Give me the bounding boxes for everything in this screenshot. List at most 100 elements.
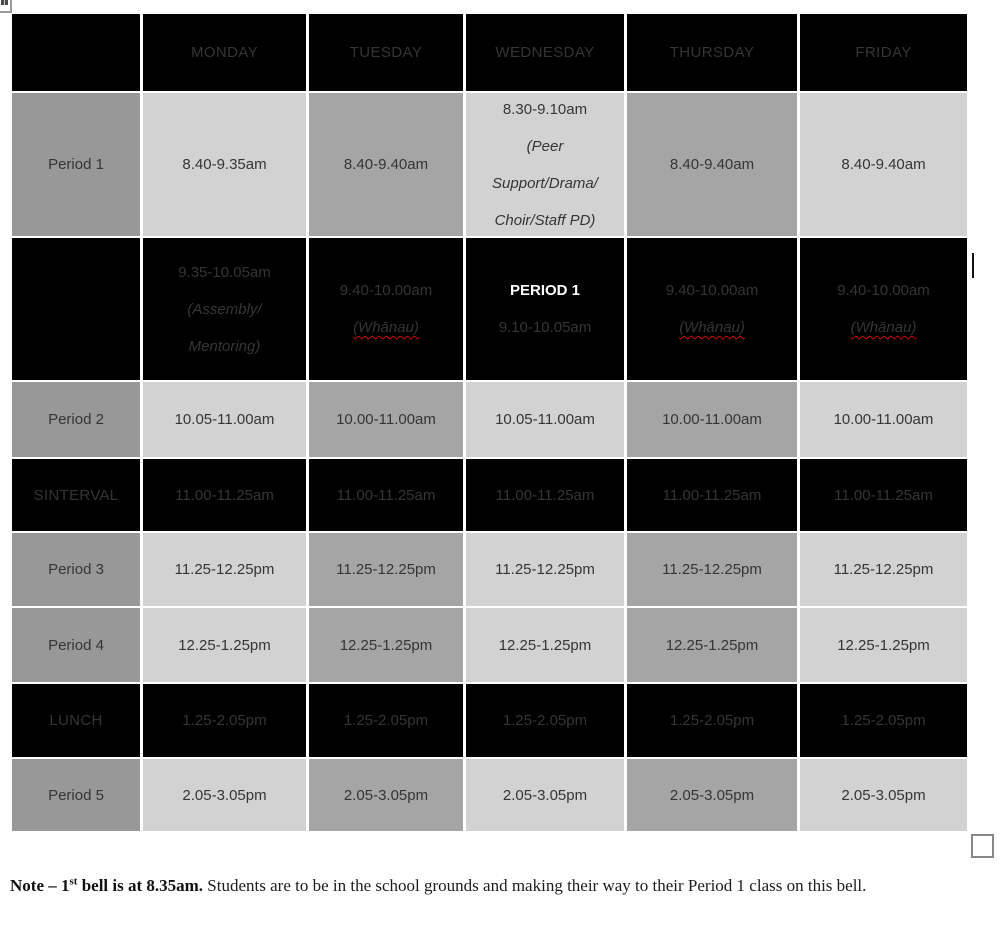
timetable-cell[interactable]: 2.05-3.05pm bbox=[143, 759, 306, 831]
timetable-cell[interactable]: 11.25-12.25pm bbox=[466, 533, 624, 606]
cell-line: 11.00-11.25am bbox=[175, 486, 274, 504]
cell-line: 12.25-1.25pm bbox=[339, 636, 433, 654]
timetable-cell[interactable]: 1.25-2.05pm bbox=[466, 684, 624, 757]
timetable-cell[interactable]: 9.40-10.00am (Whānau) bbox=[309, 238, 463, 380]
cell-line: 8.40-9.40am bbox=[841, 156, 926, 173]
timetable-cell[interactable]: 1.25-2.05pm bbox=[143, 684, 306, 757]
timetable-cell[interactable]: 10.05-11.00am bbox=[466, 382, 624, 457]
timetable-cell[interactable]: 11.00-11.25am bbox=[800, 459, 967, 531]
timetable-cell[interactable]: 11.25-12.25pm bbox=[309, 533, 463, 606]
timetable-cell[interactable]: 9.35-10.05am (Assembly/Mentoring) bbox=[143, 238, 306, 380]
cell-line: (Whānau) bbox=[629, 319, 795, 336]
timetable-cell[interactable]: 8.40-9.40am bbox=[800, 93, 967, 236]
timetable-cell[interactable]: 10.00-11.00am bbox=[800, 382, 967, 457]
timetable-cell[interactable]: 9.40-10.00am (Whānau) bbox=[627, 238, 797, 380]
move-handle-glyph bbox=[1, 0, 8, 5]
cell-line: Mentoring) bbox=[188, 337, 261, 355]
row-label[interactable]: Period 3 bbox=[12, 533, 140, 606]
timetable-cell[interactable]: 9.40-10.00am (Whānau) bbox=[800, 238, 967, 380]
cell-line: 9.40-10.00am bbox=[837, 282, 930, 299]
timetable-cell[interactable]: 2.05-3.05pm bbox=[627, 759, 797, 831]
cell-line: (Assembly/ bbox=[187, 300, 262, 318]
cell-line: 11.25-12.25pm bbox=[662, 561, 762, 578]
timetable-cell[interactable]: 8.40-9.40am bbox=[627, 93, 797, 236]
misspelled-word: (Whānau) bbox=[353, 319, 419, 336]
cell-line: 1.25-2.05pm bbox=[669, 712, 755, 729]
row-label[interactable]: Period 1 bbox=[12, 93, 140, 236]
table-move-handle-icon[interactable] bbox=[0, 0, 12, 13]
cell-line: 12.25-1.25pm bbox=[837, 636, 930, 654]
timetable-cell[interactable]: 11.00-11.25am bbox=[309, 459, 463, 531]
column-header-thursday[interactable]: THURSDAY bbox=[627, 14, 797, 91]
cell-line: Support/Drama/ bbox=[492, 174, 598, 192]
row-label[interactable] bbox=[12, 238, 140, 380]
timetable-cell[interactable]: 1.25-2.05pm bbox=[627, 684, 797, 757]
timetable-cell[interactable]: 1.25-2.05pm bbox=[800, 684, 967, 757]
cell-line: 9.40-10.00am bbox=[665, 282, 759, 299]
note-bold-suffix: bell is at 8.35am. bbox=[77, 876, 204, 895]
timetable-cell[interactable]: PERIOD 1 9.10-10.05am bbox=[466, 238, 624, 380]
timetable-cell[interactable]: 12.25-1.25pm bbox=[627, 608, 797, 682]
cell-line: 9.10-10.05am bbox=[498, 319, 592, 336]
timetable-cell[interactable]: 10.05-11.00am bbox=[143, 382, 306, 457]
row-label[interactable]: Period 5 bbox=[12, 759, 140, 831]
column-header-monday[interactable]: MONDAY bbox=[143, 14, 306, 91]
cell-line: 9.35-10.05am bbox=[178, 263, 271, 281]
timetable-cell[interactable]: 12.25-1.25pm bbox=[800, 608, 967, 682]
timetable-cell[interactable]: 11.25-12.25pm bbox=[143, 533, 306, 606]
timetable-cell[interactable]: 8.40-9.35am bbox=[143, 93, 306, 236]
cell-line: 10.00-11.00am bbox=[833, 411, 934, 428]
cell-line: 11.25-12.25pm bbox=[833, 561, 934, 578]
cell-line: 2.05-3.05pm bbox=[841, 786, 926, 804]
timetable-cell[interactable]: 11.25-12.25pm bbox=[800, 533, 967, 606]
cell-line: 11.00-11.25am bbox=[336, 486, 436, 504]
cell-line: 8.30-9.10am bbox=[502, 100, 588, 118]
cell-line: 8.40-9.40am bbox=[343, 156, 429, 173]
row-label[interactable]: Period 2 bbox=[12, 382, 140, 457]
corner-header-cell[interactable] bbox=[12, 14, 140, 91]
timetable-cell[interactable]: 2.05-3.05pm bbox=[466, 759, 624, 831]
cell-line: 10.00-11.00am bbox=[662, 411, 762, 428]
cell-line: PERIOD 1 bbox=[509, 282, 581, 299]
note-superscript: st bbox=[69, 875, 78, 888]
misspelled-word: (Whānau) bbox=[679, 319, 745, 336]
row-label[interactable]: LUNCH bbox=[12, 684, 140, 757]
timetable-cell[interactable]: 1.25-2.05pm bbox=[309, 684, 463, 757]
cell-line: 9.40-10.00am bbox=[339, 282, 433, 299]
timetable-cell[interactable]: 2.05-3.05pm bbox=[309, 759, 463, 831]
cell-line: 2.05-3.05pm bbox=[343, 786, 429, 804]
timetable-cell[interactable]: 8.40-9.40am bbox=[309, 93, 463, 236]
timetable-cell[interactable]: 12.25-1.25pm bbox=[143, 608, 306, 682]
cell-line: 12.25-1.25pm bbox=[498, 636, 592, 654]
timetable-cell[interactable]: 11.25-12.25pm bbox=[627, 533, 797, 606]
cell-line: 2.05-3.05pm bbox=[669, 786, 755, 804]
column-header-friday[interactable]: FRIDAY bbox=[800, 14, 967, 91]
cell-line: 10.00-11.00am bbox=[336, 411, 436, 428]
column-header-wednesday[interactable]: WEDNESDAY bbox=[466, 14, 624, 91]
cell-line: 2.05-3.05pm bbox=[502, 786, 588, 804]
timetable-cell[interactable]: 11.00-11.25am bbox=[143, 459, 306, 531]
note[interactable]: Note – 1st bell is at 8.35am. Students a… bbox=[10, 872, 958, 899]
cell-line: 11.25-12.25pm bbox=[495, 561, 595, 578]
timetable-cell[interactable]: 12.25-1.25pm bbox=[309, 608, 463, 682]
cell-line: (Whānau) bbox=[311, 319, 461, 336]
timetable-cell[interactable]: 11.00-11.25am bbox=[627, 459, 797, 531]
cell-line: 11.25-12.25pm bbox=[174, 561, 275, 578]
note-bold-prefix: Note – 1 bbox=[10, 876, 70, 895]
timetable-cell[interactable]: 10.00-11.00am bbox=[309, 382, 463, 457]
cell-line: 10.05-11.00am bbox=[174, 411, 275, 428]
column-header-tuesday[interactable]: TUESDAY bbox=[309, 14, 463, 91]
cell-line: 1.25-2.05pm bbox=[343, 712, 429, 729]
timetable-cell[interactable]: 10.00-11.00am bbox=[627, 382, 797, 457]
timetable-cell[interactable]: 12.25-1.25pm bbox=[466, 608, 624, 682]
cell-line: 8.40-9.35am bbox=[182, 156, 267, 173]
timetable-cell[interactable]: 8.30-9.10am (Peer Support/Drama/Choir/Staf… bbox=[466, 93, 624, 236]
cell-line: 11.25-12.25pm bbox=[336, 561, 436, 578]
row-label[interactable]: Period 4 bbox=[12, 608, 140, 682]
cell-line: (Peer bbox=[526, 137, 564, 155]
timetable-cell[interactable]: 2.05-3.05pm bbox=[800, 759, 967, 831]
table-resize-handle[interactable] bbox=[971, 834, 994, 858]
timetable-cell[interactable]: 11.00-11.25am bbox=[466, 459, 624, 531]
misspelled-word: (Whānau) bbox=[850, 319, 917, 336]
row-label[interactable]: SINTERVAL bbox=[12, 459, 140, 531]
